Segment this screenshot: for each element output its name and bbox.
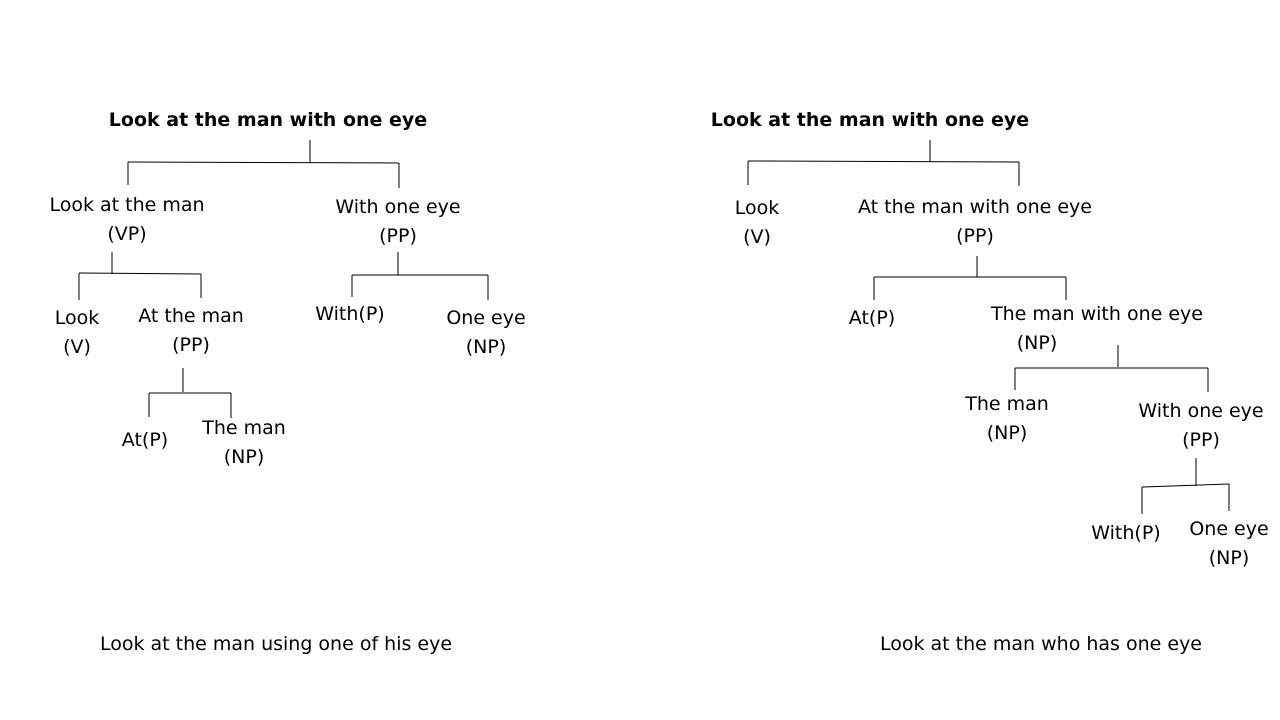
right-at-phrase-tag: (PP) — [956, 225, 994, 247]
right-look-node: Look (V) — [735, 194, 780, 252]
right-look-tag: (V) — [743, 226, 771, 248]
right-at-p: At(P) — [848, 307, 896, 329]
left-pp-phrase: With one eye — [335, 196, 461, 218]
right-one-eye-node: One eye (NP) — [1189, 515, 1268, 573]
left-vp-tag: (VP) — [107, 223, 147, 245]
left-pp-node: With one eye (PP) — [335, 193, 460, 251]
right-with-one-eye-node: With one eye (PP) — [1138, 397, 1263, 455]
left-root-label: Look at the man with one eye — [108, 109, 428, 131]
left-one-eye-node: One eye (NP) — [446, 304, 525, 362]
right-np-phrase: The man with one eye — [991, 303, 1203, 325]
right-at-phrase-node: At the man with one eye (PP) — [858, 193, 1092, 251]
right-the-man-phrase: The man — [965, 393, 1049, 415]
left-vp-node: Look at the man (VP) — [49, 191, 204, 249]
right-with-p: With(P) — [1091, 522, 1161, 544]
left-with-p: With(P) — [315, 303, 385, 325]
left-look-node: Look (V) — [55, 304, 100, 362]
right-with-one-eye-tag: (PP) — [1182, 429, 1220, 451]
right-the-man-tag: (NP) — [986, 422, 1028, 444]
left-at-p-node: At(P) — [122, 426, 168, 455]
left-at-the-man-phrase: At the man — [138, 305, 244, 327]
left-look-tag: (V) — [63, 336, 91, 358]
right-tree-lines — [747, 140, 1230, 514]
left-at-the-man-tag: (PP) — [172, 334, 210, 356]
right-np-phrase-node: The man with one eye (NP) — [991, 300, 1203, 358]
right-np-phrase-tag: (NP) — [1016, 332, 1058, 354]
right-one-eye-phrase: One eye — [1189, 518, 1269, 540]
left-the-man-tag: (NP) — [223, 446, 265, 468]
left-pp-tag: (PP) — [379, 225, 417, 247]
right-with-one-eye-phrase: With one eye — [1138, 400, 1264, 422]
left-look-word: Look — [54, 307, 100, 329]
right-caption: Look at the man who has one eye — [879, 633, 1203, 655]
right-with-p-node: With(P) — [1091, 519, 1160, 548]
right-root-label: Look at the man with one eye — [710, 109, 1030, 131]
left-one-eye-phrase: One eye — [446, 307, 526, 329]
left-with-p-node: With(P) — [315, 300, 384, 329]
right-the-man-node: The man (NP) — [965, 390, 1049, 448]
left-one-eye-tag: (NP) — [465, 336, 507, 358]
right-look-word: Look — [734, 197, 780, 219]
left-at-the-man-node: At the man (PP) — [138, 302, 244, 360]
right-one-eye-tag: (NP) — [1208, 547, 1250, 569]
right-at-p-node: At(P) — [849, 304, 895, 333]
left-tree-lines — [78, 140, 489, 418]
left-the-man-phrase: The man — [202, 417, 286, 439]
right-at-phrase: At the man with one eye — [858, 196, 1092, 218]
left-at-p: At(P) — [121, 429, 169, 451]
left-vp-phrase: Look at the man — [49, 194, 205, 216]
left-caption: Look at the man using one of his eye — [99, 633, 453, 655]
left-the-man-node: The man (NP) — [202, 414, 286, 472]
